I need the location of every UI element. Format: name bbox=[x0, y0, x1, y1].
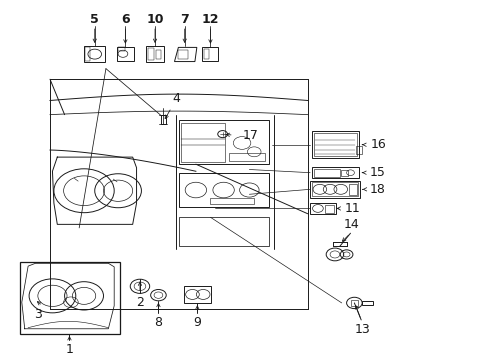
Bar bbox=[203, 49, 208, 59]
Bar bbox=[228, 153, 265, 161]
Text: 15: 15 bbox=[369, 166, 385, 179]
Bar bbox=[348, 184, 356, 195]
Bar bbox=[362, 301, 372, 305]
Bar bbox=[178, 50, 188, 59]
Text: 13: 13 bbox=[354, 323, 369, 337]
Bar bbox=[147, 48, 154, 60]
Bar bbox=[179, 120, 268, 164]
Bar bbox=[84, 46, 105, 62]
Text: 4: 4 bbox=[172, 93, 180, 105]
Text: 2: 2 bbox=[136, 296, 143, 309]
Bar bbox=[324, 205, 334, 213]
Bar bbox=[309, 203, 336, 215]
Text: 16: 16 bbox=[370, 138, 386, 151]
Bar bbox=[311, 131, 359, 158]
Bar bbox=[351, 300, 357, 306]
Bar bbox=[181, 123, 224, 162]
Bar bbox=[309, 181, 359, 198]
Bar bbox=[117, 48, 124, 51]
Text: 17: 17 bbox=[243, 129, 258, 143]
Bar bbox=[202, 48, 218, 61]
Bar bbox=[179, 173, 268, 207]
Bar bbox=[311, 167, 359, 178]
Bar bbox=[146, 46, 163, 62]
Bar bbox=[311, 182, 357, 197]
Text: 1: 1 bbox=[65, 343, 73, 356]
Bar bbox=[179, 217, 268, 246]
Text: 7: 7 bbox=[180, 13, 189, 26]
Text: 14: 14 bbox=[343, 218, 359, 231]
Bar bbox=[155, 50, 161, 59]
Text: 9: 9 bbox=[193, 316, 201, 329]
Text: 10: 10 bbox=[146, 13, 163, 26]
Bar bbox=[161, 115, 165, 124]
Text: 5: 5 bbox=[90, 13, 99, 26]
Bar bbox=[313, 169, 340, 177]
Bar bbox=[340, 170, 347, 176]
Bar bbox=[356, 147, 362, 154]
Text: 12: 12 bbox=[202, 13, 219, 26]
Text: 6: 6 bbox=[121, 13, 129, 26]
Bar bbox=[313, 133, 357, 156]
Bar bbox=[116, 47, 134, 61]
Text: 8: 8 bbox=[154, 316, 162, 329]
Bar bbox=[210, 198, 254, 204]
Text: 18: 18 bbox=[369, 183, 385, 196]
Text: 11: 11 bbox=[344, 202, 359, 215]
Bar bbox=[85, 47, 90, 61]
Text: 3: 3 bbox=[34, 308, 42, 321]
Bar bbox=[183, 286, 210, 303]
Bar bbox=[20, 261, 119, 334]
